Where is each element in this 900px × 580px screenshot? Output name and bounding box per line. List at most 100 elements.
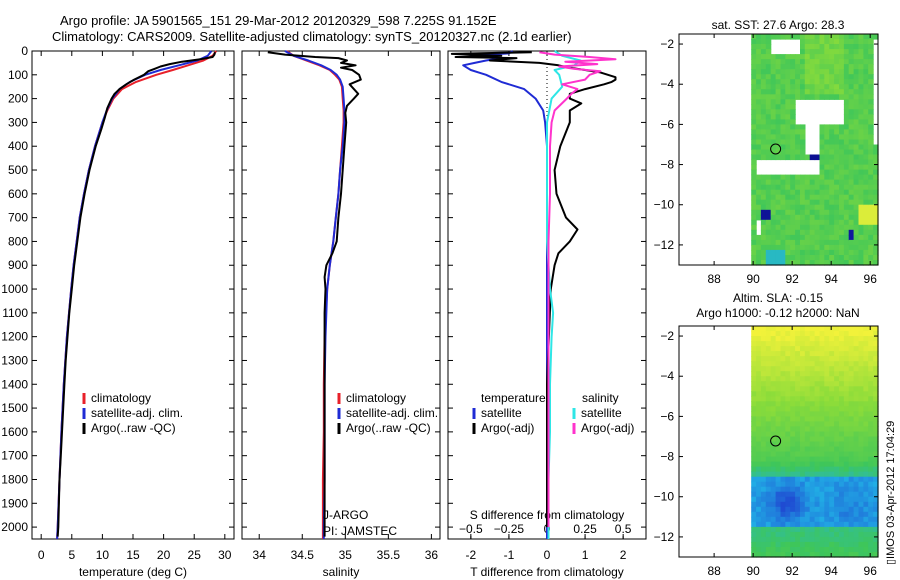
sst_map-cell: [804, 74, 811, 80]
sla_map-cell: [765, 506, 772, 513]
sst_map-cell: [843, 99, 850, 105]
sla_map-cell: [853, 421, 860, 427]
sla_map-cell: [824, 521, 830, 528]
sla_map-cell: [770, 536, 777, 543]
sst_map-cell: [756, 154, 762, 161]
difference-legend-s-argo-label: Argo(-adj): [581, 421, 634, 435]
sla_map-cell: [751, 536, 757, 543]
sla_map-cell: [775, 501, 782, 508]
sla_map-cell: [795, 491, 801, 498]
sla_map-cell: [790, 486, 796, 493]
sst_map-cell: [804, 59, 811, 65]
sla_map-cell: [770, 516, 777, 523]
sst_map-x-tick-label: 88: [707, 272, 721, 286]
sla_map-cell: [785, 426, 791, 432]
sst_map-cell: [780, 124, 786, 130]
sla_map-cell: [853, 376, 860, 382]
sla_map-cell: [760, 346, 767, 352]
sla_map-cell: [809, 356, 816, 362]
sla_map-cell: [800, 471, 806, 478]
sla_map-cell: [775, 416, 782, 422]
sla_map-cell: [809, 346, 816, 352]
sla_map-cell: [868, 356, 874, 362]
sst_map-cell: [848, 69, 855, 75]
sst_map-cell: [760, 49, 767, 55]
sla_map-cell: [780, 476, 786, 483]
sla_map-cell: [760, 461, 767, 468]
sla_map-cell: [819, 526, 825, 533]
sst_map-cell: [809, 184, 816, 191]
sla_map-cell: [858, 466, 864, 473]
sla_map-cell: [848, 531, 855, 538]
sla_map-cell: [770, 552, 777, 558]
sst_map-cell: [848, 260, 855, 266]
sla_map-cell: [843, 401, 850, 407]
sst_map-cell: [795, 184, 801, 191]
sst_map-cell: [775, 114, 782, 120]
sst_map-cell: [790, 224, 796, 231]
sst_map-cell: [809, 84, 816, 90]
sst_map-cell: [863, 49, 869, 55]
sst_map-cell: [848, 184, 855, 191]
sla_map-cell: [829, 356, 835, 362]
sst_map-cell: [824, 169, 830, 176]
sst_map-cell: [853, 224, 860, 231]
sst_map-cell: [834, 219, 840, 226]
sst_map-cell: [868, 69, 874, 75]
sla_map-cell: [829, 471, 835, 478]
sla_map-cell: [839, 366, 845, 372]
sst_map-cell: [858, 89, 864, 95]
sla_map-cell: [795, 341, 801, 347]
sla_map-cell: [819, 506, 825, 513]
sla_map-cell: [863, 456, 869, 463]
sst_map-cell: [848, 129, 855, 135]
sst_map-cell: [760, 89, 767, 95]
temperature-y-tick-label: 500: [8, 163, 28, 177]
sst_map-cell: [853, 134, 860, 140]
sla_map-cell: [785, 481, 791, 488]
sla_map-cell: [839, 401, 845, 407]
sla_map-cell: [868, 361, 874, 367]
sst_map-cell: [800, 229, 806, 236]
sst_map-cell: [868, 144, 874, 151]
sst_map-cell: [775, 219, 782, 226]
sst_map-cell: [751, 69, 757, 75]
sst_map-cell: [751, 199, 757, 206]
sst_map-cell: [760, 109, 767, 115]
sst_map-cell: [814, 194, 821, 201]
sla_map-cell: [765, 326, 772, 332]
sst_map-cell: [785, 139, 791, 146]
sst_map-cell: [843, 199, 850, 206]
sla_map-cell: [809, 547, 816, 553]
sst_map-cell: [834, 174, 840, 181]
sst_map-cell: [824, 74, 830, 80]
sla_map-cell: [760, 516, 767, 523]
sst_map-cell: [795, 84, 801, 90]
sla_map-cell: [848, 506, 855, 513]
sla_map-cell: [775, 381, 782, 387]
sst_map-cell: [843, 194, 850, 201]
sst_map-cell: [853, 244, 860, 251]
sla_map-cell: [751, 446, 757, 453]
sst_map-cell: [868, 74, 874, 80]
sla_map-cell: [848, 341, 855, 347]
sst_map-cell: [834, 39, 840, 45]
sla_map-cell: [834, 501, 840, 508]
sst_map-cell: [770, 89, 777, 95]
sst_map-cell: [863, 64, 869, 70]
sst_map-cell: [868, 194, 874, 201]
sst_map-cell: [834, 164, 840, 171]
sla_map-cell: [819, 416, 825, 422]
sla_map-cell: [814, 326, 821, 332]
sst_map-cell: [765, 54, 772, 60]
sla_map-cell: [843, 366, 850, 372]
sst_map-cell: [760, 234, 767, 241]
sla_map-cell: [853, 381, 860, 387]
sla_map-cell: [829, 552, 835, 558]
sla_map-cell: [834, 336, 840, 342]
sst_map-cell: [785, 204, 791, 211]
sla_map-cell: [756, 441, 762, 448]
sla_map-cell: [834, 391, 840, 397]
sst_map-cell: [785, 34, 791, 40]
sla_map-cell: [868, 391, 874, 397]
